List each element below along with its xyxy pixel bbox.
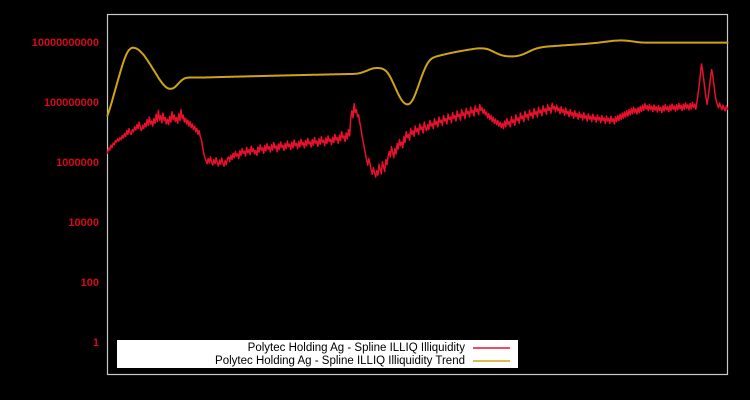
- legend-entry-label: Polytec Holding Ag - Spline ILLIQ Illiqu…: [248, 342, 466, 354]
- y-axis-tick-label: 1: [93, 337, 99, 349]
- y-axis-tick-label: 1000000: [56, 157, 99, 169]
- y-axis-tick-label: 10000: [68, 217, 99, 229]
- series-line-illiquidity-trend: [106, 39, 729, 117]
- y-axis-tick-label: 100000000: [44, 97, 99, 109]
- y-axis-tick-labels: 10000000000 100000000 1000000 10000 100 1: [32, 37, 99, 349]
- plot-frame: [106, 13, 729, 376]
- y-axis-tick-label: 10000000000: [32, 37, 99, 49]
- chart-legend: Polytec Holding Ag - Spline ILLIQ Illiqu…: [117, 340, 518, 368]
- legend-background: [117, 340, 518, 368]
- y-axis-tick-label: 100: [81, 277, 99, 289]
- legend-entry-label: Polytec Holding Ag - Spline ILLIQ Illiqu…: [215, 355, 465, 367]
- series-line-illiquidity: [106, 63, 729, 178]
- series-lines: [106, 39, 729, 178]
